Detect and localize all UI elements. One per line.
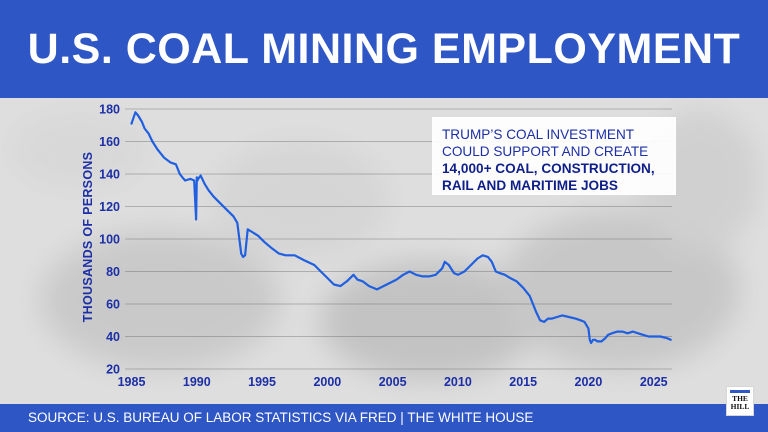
logo-bar bbox=[730, 390, 750, 393]
y-tick-label: 80 bbox=[106, 265, 120, 279]
x-tick-label: 1990 bbox=[183, 375, 211, 389]
callout-box: TRUMP’S COAL INVESTMENT COULD SUPPORT AN… bbox=[432, 117, 676, 195]
x-tick-label: 1995 bbox=[248, 375, 276, 389]
logo-text-hill: HILL bbox=[730, 402, 750, 411]
series-line bbox=[130, 111, 672, 345]
y-tick-label: 160 bbox=[99, 135, 120, 149]
x-tick-label: 2000 bbox=[313, 375, 341, 389]
page-title: U.S. COAL MINING EMPLOYMENT bbox=[27, 24, 741, 73]
header-bar: U.S. COAL MINING EMPLOYMENT bbox=[0, 0, 768, 98]
y-tick-label: 180 bbox=[99, 103, 120, 117]
y-tick-label: 20 bbox=[106, 363, 120, 377]
y-axis-label: THOUSANDS OF PERSONS bbox=[81, 152, 95, 323]
y-tick-label: 60 bbox=[106, 298, 120, 312]
x-tick-label: 2005 bbox=[379, 375, 407, 389]
x-tick-label: 2015 bbox=[509, 375, 537, 389]
y-tick-label: 140 bbox=[99, 168, 120, 182]
the-hill-logo: THE HILL bbox=[726, 386, 754, 416]
x-tick-label: 2025 bbox=[640, 375, 668, 389]
x-tick-label: 1985 bbox=[118, 375, 146, 389]
callout-line-4: RAIL AND MARITIME JOBS bbox=[442, 178, 618, 193]
source-note: SOURCE: U.S. BUREAU OF LABOR STATISTICS … bbox=[28, 410, 534, 425]
x-tick-label: 2010 bbox=[444, 375, 472, 389]
x-tick-label: 2020 bbox=[575, 375, 603, 389]
y-tick-label: 40 bbox=[106, 330, 120, 344]
logo-text: THE HILL bbox=[727, 395, 753, 411]
y-axis-ticks: 20 40 60 80 100 120 140 160 180 bbox=[99, 103, 120, 377]
x-axis-ticks: 1985 1990 1995 2000 2005 2010 2015 2020 2025 bbox=[118, 375, 668, 389]
footer-bar: SOURCE: U.S. BUREAU OF LABOR STATISTICS … bbox=[0, 404, 768, 432]
callout-line-3: 14,000+ COAL, CONSTRUCTION, bbox=[442, 161, 655, 176]
y-tick-label: 100 bbox=[99, 233, 120, 247]
logo-text-the: THE bbox=[732, 394, 748, 403]
callout-line-2: COULD SUPPORT AND CREATE bbox=[442, 144, 649, 159]
callout-line-1: TRUMP’S COAL INVESTMENT bbox=[442, 127, 635, 142]
y-tick-label: 120 bbox=[99, 200, 120, 214]
